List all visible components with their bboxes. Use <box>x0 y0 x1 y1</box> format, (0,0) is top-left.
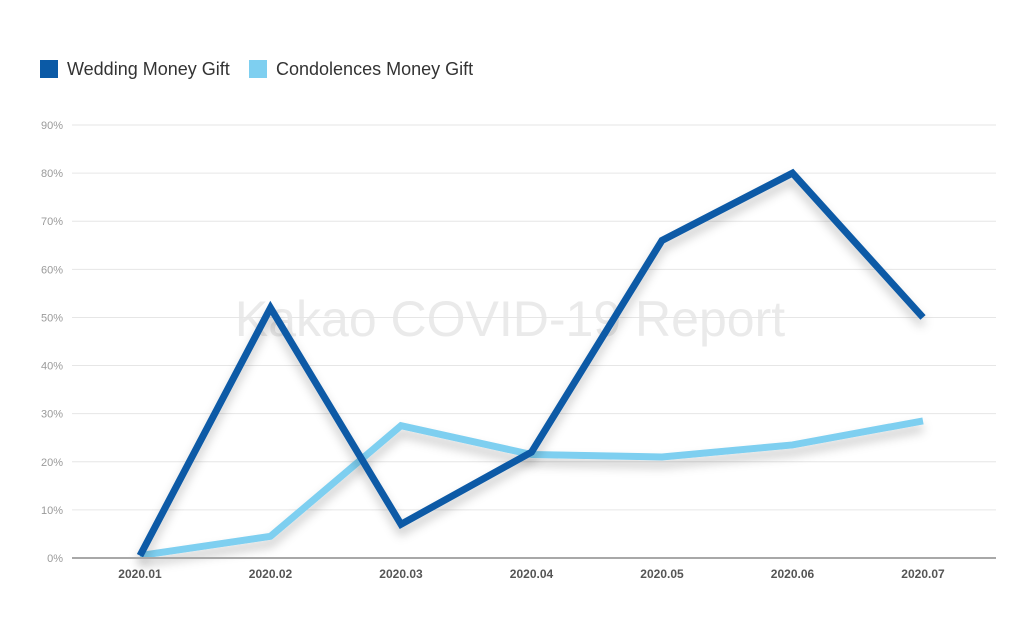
watermark: Kakao COVID-19 Report <box>235 291 785 347</box>
x-tick-label: 2020.03 <box>379 567 423 581</box>
y-axis-labels: 0% 10% 20% 30% 40% 50% 60% 70% 80% 90% <box>41 120 63 565</box>
series-line-condolences <box>139 417 924 560</box>
y-tick-label: 90% <box>41 120 63 132</box>
legend-label-condolences: Condolences Money Gift <box>276 59 473 79</box>
legend-swatch-wedding <box>40 60 58 78</box>
legend: Wedding Money Gift Condolences Money Gif… <box>40 59 473 79</box>
series-line-wedding <box>136 168 926 558</box>
y-tick-label: 10% <box>41 505 63 517</box>
x-tick-label: 2020.06 <box>771 567 815 581</box>
x-tick-label: 2020.02 <box>249 567 293 581</box>
x-tick-label: 2020.07 <box>901 567 945 581</box>
y-tick-label: 70% <box>41 216 63 228</box>
series-layer <box>136 168 926 560</box>
y-tick-label: 60% <box>41 264 63 276</box>
x-tick-label: 2020.05 <box>640 567 684 581</box>
y-tick-label: 30% <box>41 409 63 421</box>
legend-label-wedding: Wedding Money Gift <box>67 59 230 79</box>
x-tick-label: 2020.04 <box>510 567 554 581</box>
y-tick-label: 20% <box>41 457 63 469</box>
y-tick-label: 0% <box>47 553 63 565</box>
y-tick-label: 80% <box>41 168 63 180</box>
x-axis-labels: 2020.01 2020.02 2020.03 2020.04 2020.05 2020.… <box>118 567 945 581</box>
grid <box>72 124 996 511</box>
x-tick-label: 2020.01 <box>118 567 162 581</box>
y-tick-label: 50% <box>41 312 63 324</box>
y-tick-label: 40% <box>41 361 63 373</box>
legend-swatch-condolences <box>249 60 267 78</box>
